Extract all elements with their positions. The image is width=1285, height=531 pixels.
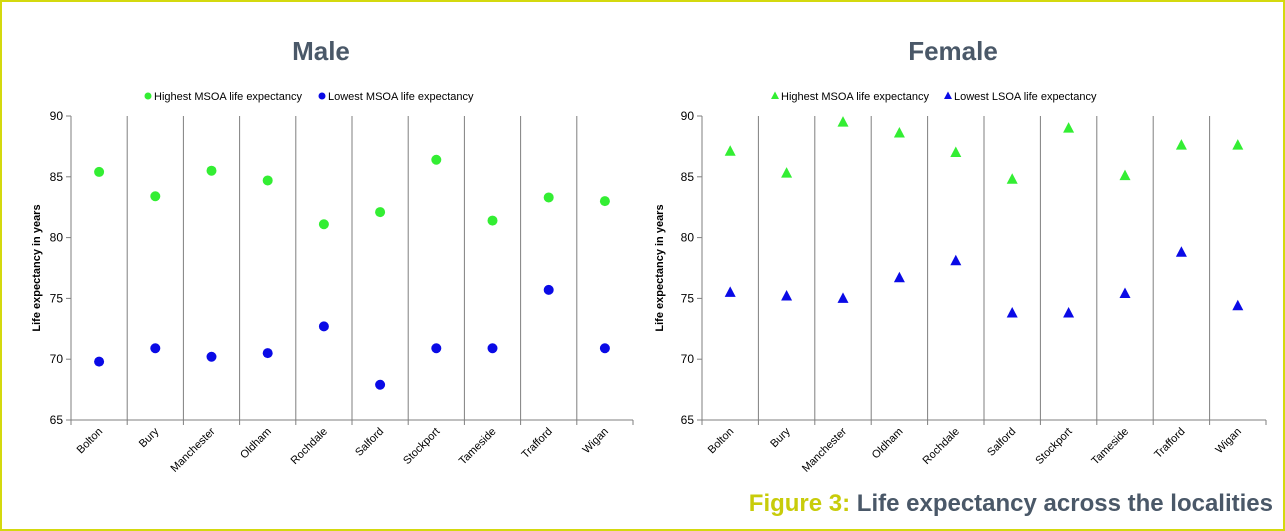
chart-male-series0-point-bolton: [94, 166, 105, 177]
chart-male-series0-point-bury: [150, 191, 161, 202]
chart-female-x-tick-label-trafford: Trafford: [1152, 426, 1187, 461]
chart-female-x-tick-label-wigan: Wigan: [1213, 426, 1244, 457]
chart-male-series0-point-rochdale: [318, 219, 329, 230]
chart-male-series0-point-wigan: [599, 196, 610, 207]
figure-caption-text: Life expectancy across the localities: [856, 490, 1273, 517]
chart-female-legend-label-0: Highest MSOA life expectancy: [781, 91, 929, 103]
chart-male-y-tick-label-85: 85: [50, 170, 64, 184]
chart-male-x-tick-label-oldham: Oldham: [238, 426, 274, 462]
chart-female-series0-point-tameside: [1119, 169, 1131, 181]
chart-male-y-tick-label-75: 75: [50, 291, 64, 305]
chart-female-series0-point-trafford: [1175, 139, 1187, 150]
chart-female-y-tick-label-65: 65: [681, 413, 695, 427]
chart-female-series1-point-stockport: [1063, 306, 1075, 318]
chart-female-series1-point-oldham: [893, 271, 905, 283]
chart-male-series1-point-salford: [375, 379, 386, 390]
chart-male-legend-marker-1: [318, 92, 326, 100]
chart-female-series1-point-rochdale: [950, 254, 962, 266]
chart-female-legend-marker-1: [944, 91, 952, 99]
chart-female-series0-point-bolton: [724, 145, 736, 156]
chart-male-series1-point-wigan: [599, 343, 610, 354]
chart-female-x-tick-label-oldham: Oldham: [870, 426, 906, 462]
chart-male-x-tick-label-wigan: Wigan: [580, 426, 611, 457]
chart-female-series0-point-oldham: [893, 127, 905, 138]
chart-male-legend-label-1: Lowest MSOA life expectancy: [328, 91, 474, 103]
chart-female-title: Female: [908, 36, 998, 66]
chart-female-series1-point-bolton: [724, 286, 736, 297]
chart-female-y-axis-label: Life expectancy in years: [654, 204, 666, 331]
chart-female-series0-point-manchester: [837, 116, 849, 127]
chart-male-series0-point-trafford: [543, 192, 554, 203]
chart-male-series1-point-trafford: [543, 284, 554, 295]
chart-male-x-tick-label-trafford: Trafford: [520, 426, 555, 461]
chart-female-series0-point-bury: [781, 167, 793, 178]
chart-female-x-tick-label-bury: Bury: [768, 425, 793, 450]
chart-female-x-tick-label-tameside: Tameside: [1089, 426, 1131, 468]
chart-male-series0-point-manchester: [206, 165, 217, 176]
chart-female-series0-point-stockport: [1063, 122, 1075, 133]
chart-female-y-tick-label-85: 85: [681, 170, 695, 184]
chart-male-x-tick-label-stockport: Stockport: [401, 426, 442, 467]
chart-female-series1-point-bury: [781, 289, 793, 301]
chart-female-legend-label-1: Lowest LSOA life expectancy: [954, 91, 1097, 103]
chart-male-x-tick-label-bolton: Bolton: [75, 426, 106, 457]
chart-female-x-tick-label-salford: Salford: [985, 426, 1018, 459]
chart-female-series0-point-rochdale: [950, 146, 962, 157]
chart-male-series1-point-rochdale: [318, 321, 329, 332]
chart-female-x-tick-label-stockport: Stockport: [1033, 426, 1074, 467]
chart-male-series1-point-stockport: [431, 343, 442, 354]
chart-male-y-axis-label: Life expectancy in years: [31, 204, 43, 331]
chart-male-series1-point-oldham: [262, 348, 273, 359]
chart-female-x-tick-label-manchester: Manchester: [800, 425, 849, 474]
chart-male-x-tick-label-rochdale: Rochdale: [289, 426, 330, 467]
chart-female-y-tick-label-70: 70: [681, 352, 695, 366]
chart-male-x-tick-label-tameside: Tameside: [457, 426, 499, 468]
chart-male-series1-point-tameside: [487, 343, 498, 354]
chart-male-series0-point-oldham: [262, 175, 273, 186]
chart-male-series1-point-bolton: [94, 356, 105, 367]
chart-male-x-tick-label-salford: Salford: [353, 426, 386, 459]
chart-male-y-tick-label-65: 65: [50, 413, 64, 427]
chart-male-x-tick-label-manchester: Manchester: [168, 425, 217, 474]
chart-female-y-tick-label-75: 75: [681, 291, 695, 305]
chart-female-series1-point-salford: [1006, 306, 1018, 318]
chart-female-y-tick-label-80: 80: [681, 231, 695, 245]
chart-female-series0-point-salford: [1006, 173, 1018, 184]
chart-male-series0-point-stockport: [431, 154, 442, 165]
chart-male-title: Male: [292, 36, 350, 66]
chart-female-series0-point-wigan: [1232, 139, 1244, 150]
chart-male-y-tick-label-70: 70: [50, 352, 64, 366]
chart-male-y-tick-label-90: 90: [50, 109, 64, 123]
chart-female-series1-point-manchester: [837, 292, 849, 303]
chart-female-legend-marker-0: [771, 91, 779, 99]
chart-male-series1-point-bury: [150, 343, 161, 354]
chart-female-series1-point-wigan: [1232, 299, 1244, 311]
figure-caption-label: Figure 3:: [748, 490, 851, 517]
chart-male-x-tick-label-bury: Bury: [137, 425, 162, 450]
figure-caption: Figure 3: Life expectancy across the loc…: [749, 490, 1273, 518]
chart-male-series0-point-tameside: [487, 215, 498, 226]
chart-male-y-tick-label-80: 80: [50, 231, 64, 245]
chart-male-series1-point-manchester: [206, 351, 217, 362]
chart-female-x-tick-label-bolton: Bolton: [706, 426, 737, 457]
chart-male-legend-marker-0: [144, 92, 152, 100]
chart-female-x-tick-label-rochdale: Rochdale: [921, 426, 962, 467]
chart-male-legend-label-0: Highest MSOA life expectancy: [154, 91, 302, 103]
chart-male-series0-point-salford: [375, 207, 386, 218]
chart-female-series1-point-tameside: [1119, 287, 1131, 299]
chart-female-series1-point-trafford: [1175, 246, 1187, 257]
chart-female-y-tick-label-90: 90: [681, 109, 695, 123]
